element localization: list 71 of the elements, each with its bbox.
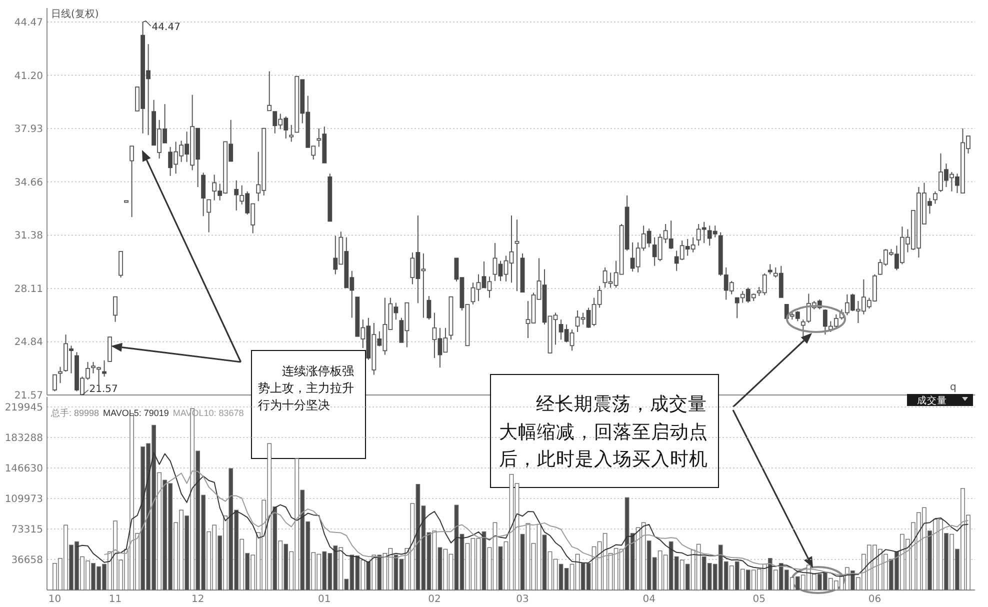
candlestick: [58, 366, 62, 384]
candlestick: [740, 290, 745, 304]
annotation: 21.57: [89, 384, 118, 395]
candlestick: [514, 219, 520, 292]
candlestick: [201, 172, 206, 217]
candlestick: [240, 184, 244, 205]
y-tick-label: 44.47: [14, 18, 43, 28]
y-tick-label: 219945: [4, 402, 43, 414]
x-tick-label: 12: [191, 594, 204, 605]
candlestick: [124, 200, 128, 203]
candlestick: [130, 146, 134, 218]
x-tick-label: 02: [428, 594, 441, 605]
y-tick-label: 183288: [4, 433, 43, 444]
annotation: 44.47: [152, 22, 180, 33]
candlestick: [950, 172, 954, 192]
candlestick: [773, 266, 778, 278]
candlestick: [289, 124, 294, 142]
chart-subtitle: 总手: 89998: [50, 408, 100, 418]
candlestick: [52, 374, 57, 392]
annotation: q: [950, 382, 956, 393]
y-tick-label: 109973: [4, 494, 43, 505]
y-tick-label: 34.66: [14, 177, 43, 188]
candlestick: [278, 113, 283, 130]
y-tick-label: 37.93: [14, 124, 43, 136]
candlestick: [432, 312, 437, 359]
candlestick: [212, 174, 217, 201]
candlestick: [311, 146, 316, 160]
y-tick-label: 31.38: [14, 230, 43, 242]
y-tick-label: 73315: [11, 524, 43, 536]
candlestick: [267, 70, 272, 112]
candlestick: [487, 276, 492, 298]
candlestick: [360, 319, 366, 349]
candlestick: [729, 280, 734, 295]
y-tick-label: 24.84: [14, 337, 43, 348]
text: MAVOL5: 79019: [103, 408, 169, 418]
candlestick: [426, 295, 432, 320]
candlestick: [938, 152, 943, 193]
candlestick: [800, 319, 806, 337]
candlestick: [933, 190, 938, 204]
candlestick: [113, 296, 118, 322]
y-tick-label: 28.11: [14, 284, 43, 295]
x-tick-label: 06: [868, 594, 882, 605]
y-tick-label: 21.57: [14, 390, 43, 402]
x-tick-label: 03: [516, 594, 529, 605]
candlestick: [206, 199, 212, 233]
candlestick: [316, 128, 322, 148]
x-tick-label: 01: [318, 594, 331, 605]
candlestick: [570, 329, 574, 352]
y-tick-label: 146630: [4, 464, 43, 474]
candlestick: [768, 264, 772, 275]
candlestick: [157, 119, 162, 159]
chart-title: 成交量: [917, 394, 947, 406]
x-tick-label: 10: [48, 594, 62, 605]
candlestick: [410, 252, 415, 285]
line-series: [104, 470, 969, 576]
candlestick: [421, 252, 426, 318]
y-tick-label: 36658: [11, 555, 43, 566]
x-tick-label: 04: [642, 594, 656, 605]
candlestick: [135, 86, 140, 112]
candlestick: [690, 236, 696, 253]
candlestick: [118, 251, 123, 278]
x-tick-label: 11: [108, 594, 122, 605]
candlestick: [443, 327, 448, 353]
candlestick: [250, 203, 256, 234]
y-tick-label: 41.20: [14, 70, 43, 82]
x-tick-label: 05: [752, 594, 766, 605]
chart-title: 日线(复权): [51, 8, 99, 20]
candlestick: [680, 240, 684, 261]
candlestick: [102, 360, 106, 378]
candlestick: [696, 223, 701, 246]
candlestick: [492, 242, 498, 282]
